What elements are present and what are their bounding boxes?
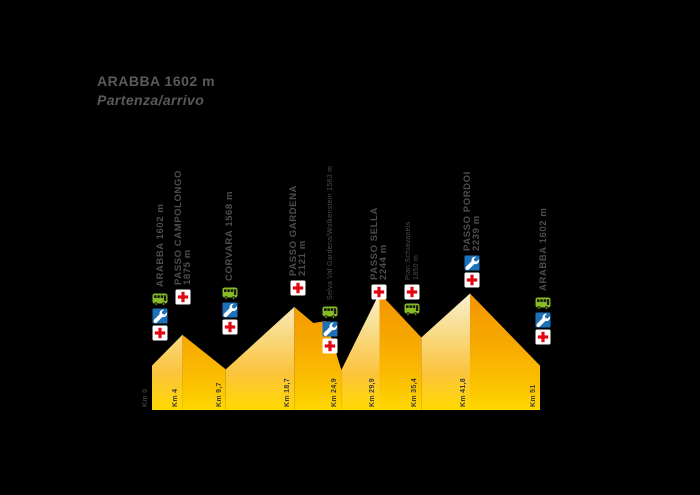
waypoint-label: PASSO SELLA 2244 m (369, 207, 390, 280)
medical-cross-icon (175, 289, 191, 305)
waypoint-label: PASSO GARDENA 2121 m (288, 185, 309, 276)
waypoint-label-line: Selva Val Gardena/Wolkenstein 1563 m (326, 165, 334, 300)
medical-cross-icon (322, 338, 338, 354)
mechanic-wrench-icon (222, 302, 238, 318)
waypoint-label-line: 2244 m (378, 244, 390, 280)
medical-cross-icon (371, 284, 387, 300)
climb-face (421, 293, 470, 410)
descent-face (470, 293, 540, 410)
waypoint-label: Selva Val Gardena/Wolkenstein 1563 m (327, 166, 335, 300)
service-icon-stack (404, 284, 420, 317)
descent-face (182, 334, 226, 410)
waypoint-label-line: CORVARA 1568 m (224, 190, 236, 281)
service-icon-stack (175, 289, 191, 305)
km-tick-label: Km 35,4 (411, 378, 419, 407)
km-tick-label: Km 41,8 (460, 378, 467, 407)
km-tick-label: Km 4 (172, 388, 180, 407)
waypoint-label-line: ARABBA 1602 m (537, 207, 549, 291)
km-tick-label: Km 24,9 (331, 378, 339, 407)
waypoint-label: PASSO PORDOI 2239 m (462, 171, 482, 251)
km-tick-label: Km 18,7 (284, 378, 292, 407)
mechanic-wrench-icon (535, 312, 551, 328)
course-title: ARABBA 1602 m (97, 73, 216, 89)
medical-cross-icon (535, 329, 551, 345)
climb-face (225, 306, 295, 410)
waypoint-label-line: 2121 m (297, 240, 309, 276)
km-tick-label: Km 9,7 (215, 382, 223, 407)
waypoint-label-line: 1875 m (182, 249, 194, 285)
shuttle-bus-icon (404, 301, 420, 317)
waypoint-label-line: ARABBA 1602 m (154, 203, 166, 287)
climb-face (152, 334, 183, 410)
waypoint-label: PASSO CAMPOLONGO 1875 m (173, 170, 194, 285)
waypoint-label: Pian Schiavaneis 1850 m (405, 222, 420, 281)
mechanic-wrench-icon (152, 308, 168, 324)
km-tick-label: Km 51 (530, 384, 537, 407)
medical-cross-icon (404, 284, 420, 300)
waypoint-label: ARABBA 1602 m (154, 203, 166, 287)
mechanic-wrench-icon (322, 321, 338, 337)
service-icon-stack (535, 295, 551, 345)
medical-cross-icon (464, 272, 480, 288)
service-icon-stack (464, 255, 480, 288)
service-icon-stack (290, 280, 306, 296)
km-tick-label: Km 29,9 (369, 378, 377, 407)
shuttle-bus-icon (322, 304, 338, 320)
km-tick-label: Km 0 (142, 388, 149, 407)
waypoint-label-line: Pian Schiavaneis (404, 221, 412, 281)
service-icon-stack (371, 284, 387, 300)
service-icon-stack (152, 291, 168, 341)
service-icon-stack (322, 304, 338, 354)
service-icon-stack (222, 285, 238, 335)
climb-face (341, 292, 380, 410)
medical-cross-icon (152, 325, 168, 341)
waypoint-label-line: 2239 m (471, 215, 482, 251)
course-subtitle: Partenza/arrivo (97, 92, 205, 108)
shuttle-bus-icon (222, 285, 238, 301)
medical-cross-icon (290, 280, 306, 296)
shuttle-bus-icon (152, 291, 168, 307)
descent-face (379, 292, 422, 410)
medical-cross-icon (222, 319, 238, 335)
waypoint-label: ARABBA 1602 m (537, 207, 549, 291)
shuttle-bus-icon (535, 295, 551, 311)
mechanic-wrench-icon (464, 255, 480, 271)
waypoint-label: CORVARA 1568 m (224, 190, 236, 281)
waypoint-label-line: 1850 m (412, 254, 420, 280)
